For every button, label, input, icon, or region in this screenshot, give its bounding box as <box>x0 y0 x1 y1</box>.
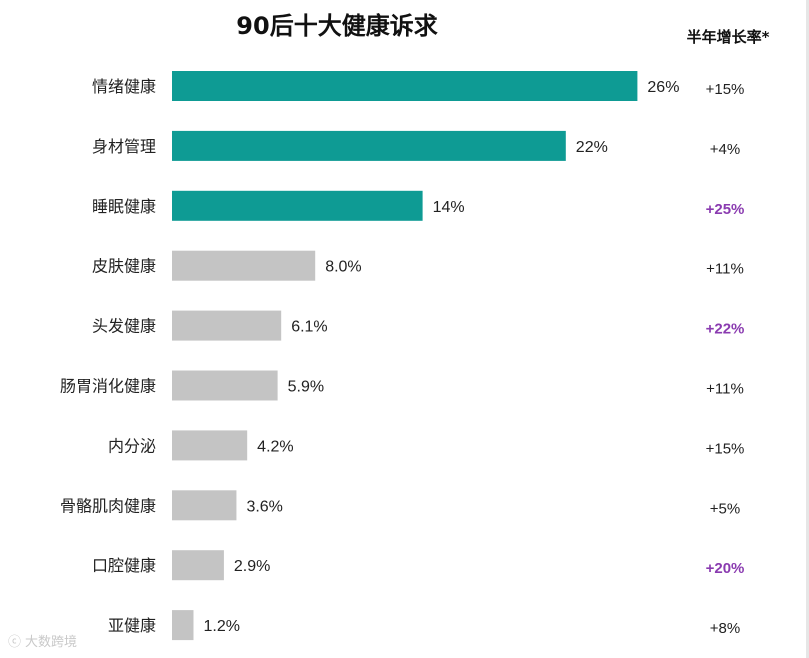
value-label: 2.9% <box>234 558 270 575</box>
page-edge <box>806 0 809 658</box>
bar <box>172 370 278 401</box>
growth-rate-label: +15% <box>706 81 745 98</box>
bar <box>172 190 423 221</box>
category-label: 情绪健康 <box>92 77 156 96</box>
value-label: 26% <box>647 79 679 96</box>
growth-rate-label: +8% <box>710 620 740 637</box>
value-label: 4.2% <box>257 438 293 455</box>
value-label: 1.2% <box>203 618 239 635</box>
watermark: ⓒ 大数跨境 <box>8 631 77 650</box>
value-label: 6.1% <box>291 319 327 336</box>
growth-column-header: 半年增长率* <box>686 28 770 46</box>
value-label: 3.6% <box>246 498 282 515</box>
growth-rate-label: +20% <box>706 560 745 577</box>
value-label: 8.0% <box>325 259 361 276</box>
category-label: 内分泌 <box>108 436 156 455</box>
category-label: 身材管理 <box>92 137 156 156</box>
bar <box>172 310 282 341</box>
category-label: 口腔健康 <box>92 556 156 575</box>
category-label: 睡眠健康 <box>92 197 156 216</box>
bar <box>172 250 316 281</box>
growth-rate-label: +11% <box>706 261 744 278</box>
watermark-text: 大数跨境 <box>25 635 78 650</box>
growth-rate-label: +22% <box>706 321 745 338</box>
category-label: 亚健康 <box>108 616 156 635</box>
bar <box>172 490 237 521</box>
value-label: 14% <box>433 199 465 216</box>
category-label: 肠胃消化健康 <box>60 377 156 396</box>
bar <box>172 550 224 581</box>
chart-title: 90后十大健康诉求 <box>236 12 438 40</box>
bar <box>172 610 194 641</box>
growth-rate-label: +4% <box>710 141 740 158</box>
growth-rate-label: +5% <box>710 500 740 517</box>
value-label: 22% <box>576 139 608 156</box>
category-label: 骨骼肌肉健康 <box>60 496 156 515</box>
bar <box>172 71 638 101</box>
bar <box>172 130 566 161</box>
category-label: 头发健康 <box>92 317 156 336</box>
growth-rate-label: +15% <box>706 440 745 457</box>
growth-rate-label: +25% <box>706 201 745 218</box>
category-label: 皮肤健康 <box>92 257 156 276</box>
growth-rate-label: +11% <box>706 381 744 398</box>
brand-logo-icon: ⓒ <box>8 635 22 650</box>
value-label: 5.9% <box>288 379 324 396</box>
bar <box>172 430 248 461</box>
